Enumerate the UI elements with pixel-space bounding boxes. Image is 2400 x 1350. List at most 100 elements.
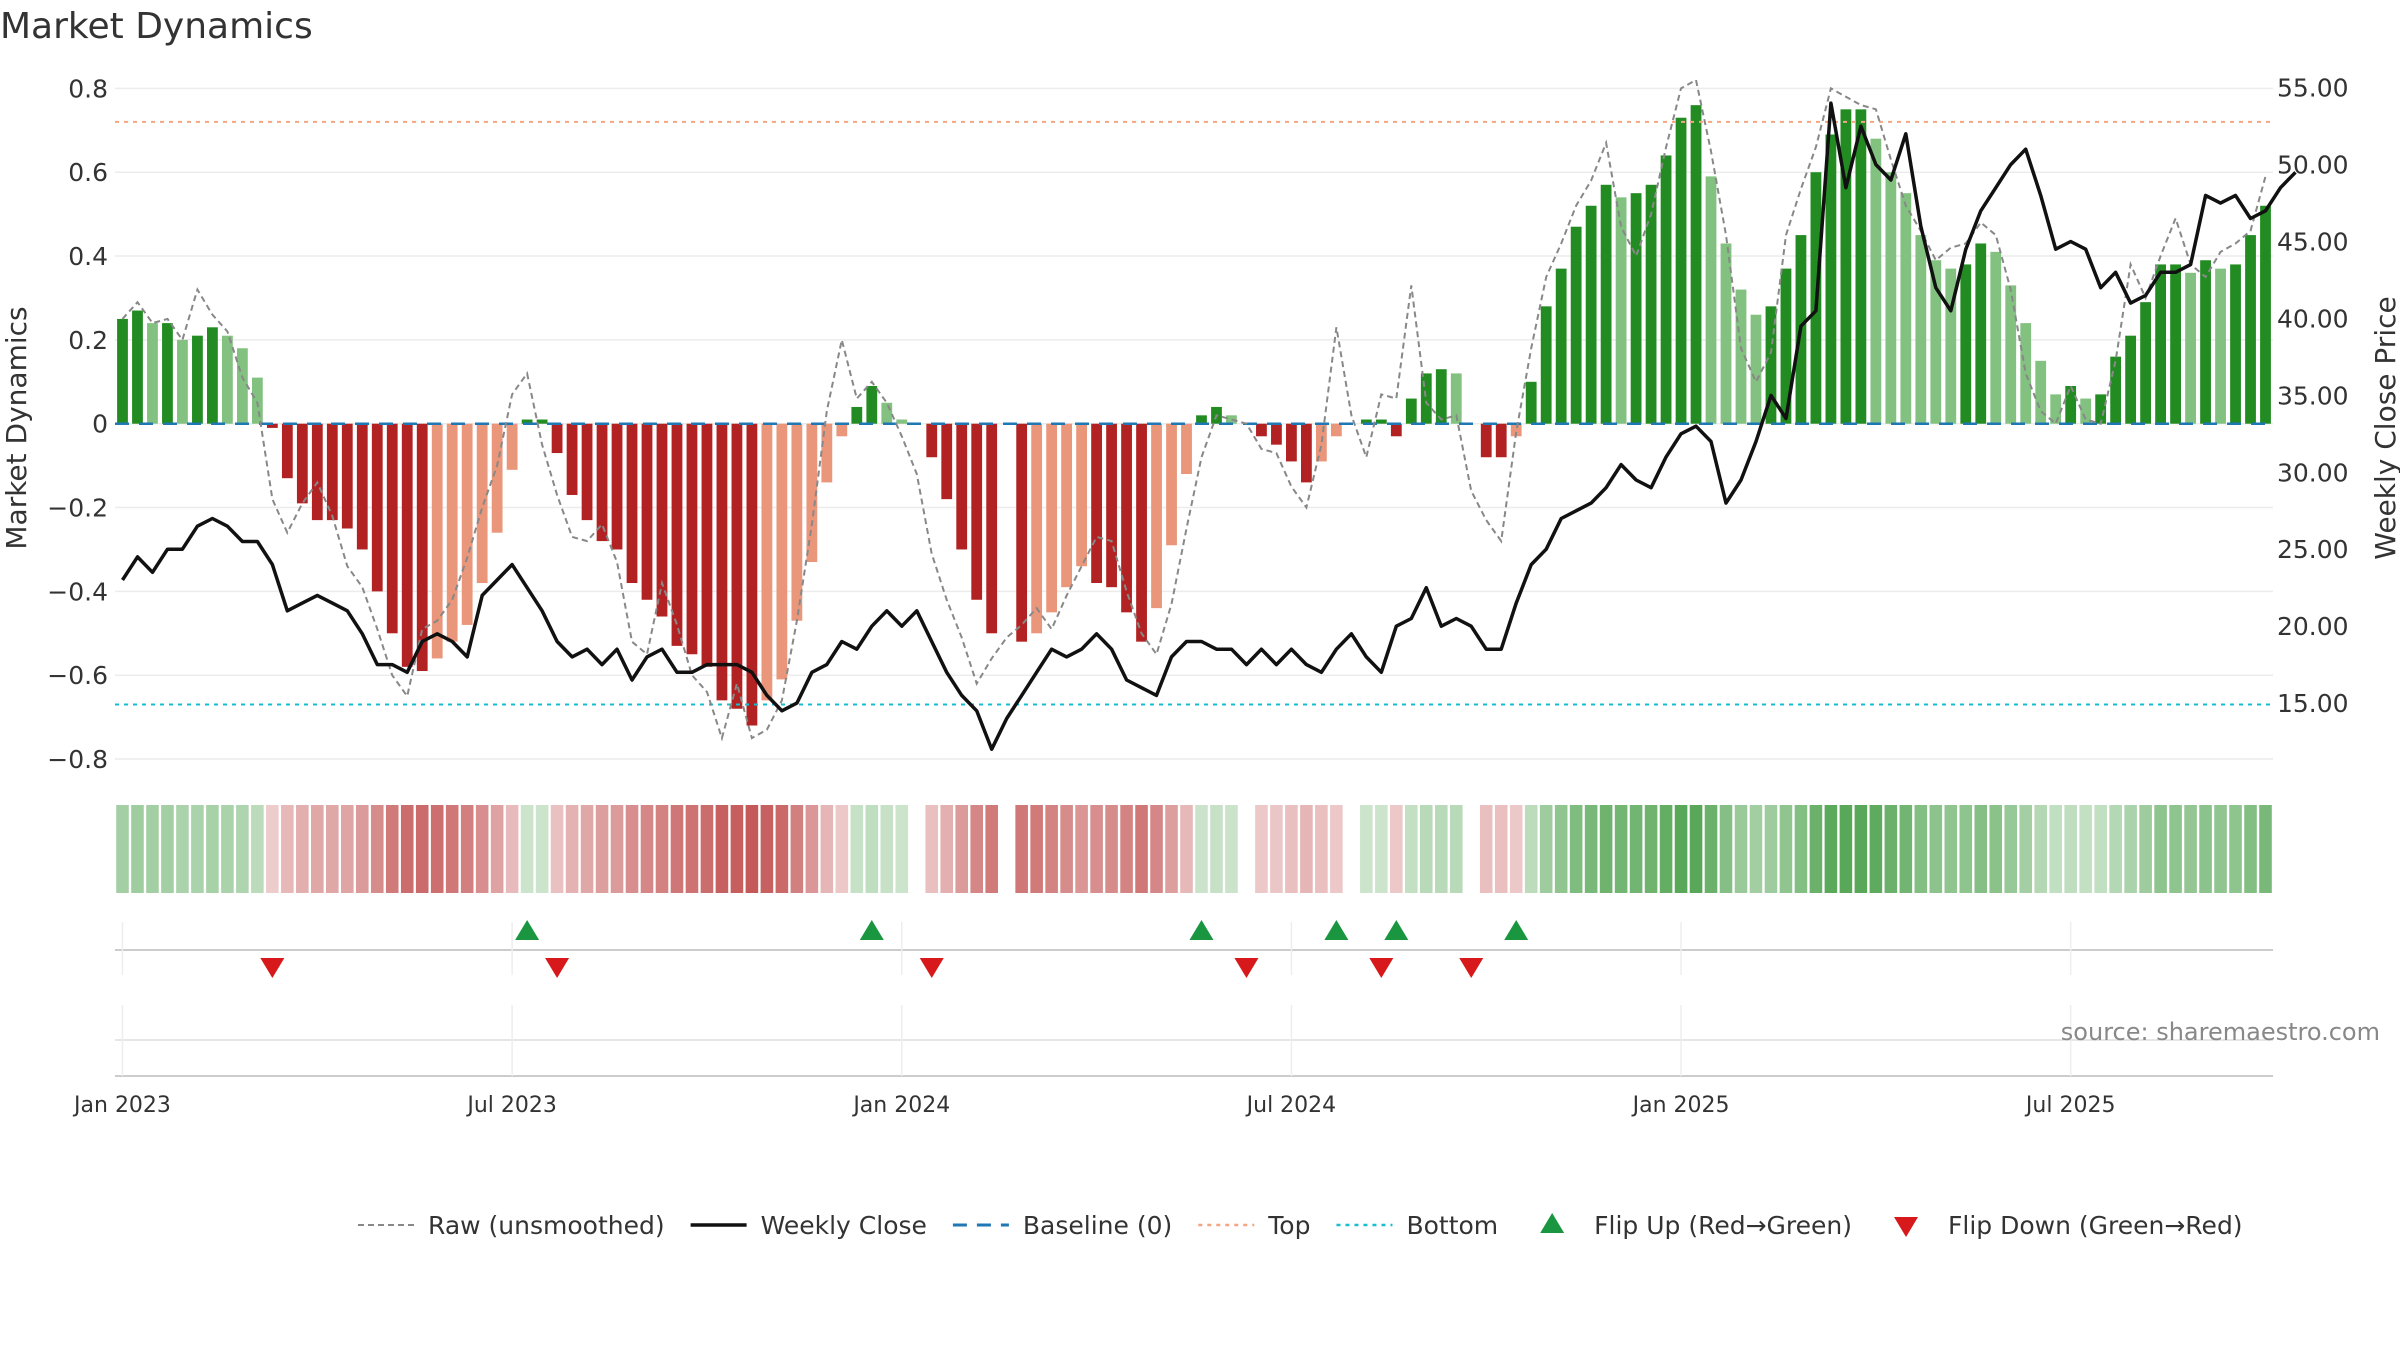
regime-cell	[430, 805, 444, 893]
regime-cell	[1390, 805, 1403, 893]
dynamics-bar	[881, 402, 893, 424]
regime-cell	[2049, 805, 2062, 893]
dynamics-bar	[1330, 423, 1342, 437]
dynamics-bar	[207, 327, 218, 424]
dynamics-bar	[2245, 235, 2256, 424]
regime-cell	[1090, 805, 1103, 893]
regime-cell	[1854, 805, 1868, 893]
dynamics-bar	[1016, 423, 1028, 642]
flip-up-marker	[1384, 920, 1409, 940]
dynamics-bar	[356, 423, 368, 550]
dynamics-bar	[266, 423, 278, 428]
legend-label: Flip Down (Green→Red)	[1948, 1211, 2243, 1240]
regime-cell	[1270, 805, 1283, 893]
x-tick-label: Jul 2025	[2024, 1093, 2116, 1118]
dynamics-bar	[1705, 176, 1717, 424]
y-axis-right-label: Weekly Close Price	[2369, 296, 2400, 559]
regime-cell	[1599, 805, 1613, 893]
flip-down-marker	[260, 958, 285, 978]
regime-cell	[985, 805, 998, 893]
regime-cell	[2154, 805, 2167, 893]
regime-cell	[1764, 805, 1778, 893]
dynamics-bar	[2170, 264, 2181, 424]
regime-cell	[1959, 805, 1973, 893]
regime-cell	[1045, 805, 1058, 893]
dynamics-bar	[1301, 423, 1312, 483]
dynamics-bar	[2155, 264, 2166, 424]
regime-cell	[460, 805, 474, 893]
flip-up-marker	[859, 920, 884, 940]
regime-cell	[1375, 805, 1388, 893]
regime-cell	[805, 805, 819, 893]
series-lines	[121, 78, 2297, 751]
dynamics-bar	[1930, 260, 1942, 424]
dynamics-bar	[222, 335, 233, 424]
regime-cell	[565, 805, 579, 893]
dynamics-bar	[2230, 264, 2241, 424]
dynamics-bar	[1196, 415, 1207, 424]
y-axis-left-label: Market Dynamics	[0, 306, 33, 549]
regime-cell	[340, 805, 354, 893]
dynamics-bar	[2020, 323, 2032, 424]
dynamics-bar	[147, 323, 158, 424]
regime-cell	[1449, 805, 1463, 893]
regime-cell	[1180, 805, 1193, 893]
regime-cell	[161, 805, 174, 893]
dynamics-bar	[941, 423, 953, 500]
dynamics-bar	[1076, 423, 1087, 567]
x-tick-label: Jan 2024	[851, 1093, 950, 1118]
dynamics-bar	[641, 423, 653, 600]
dynamics-bar	[1315, 423, 1327, 462]
dynamics-bar	[251, 377, 263, 424]
dynamics-bar	[281, 423, 293, 479]
regime-cell	[2199, 805, 2212, 893]
dynamics-bar	[1585, 205, 1597, 424]
regime-cell	[2064, 805, 2077, 893]
regime-cell	[1539, 805, 1553, 893]
dynamics-bar	[1271, 423, 1282, 445]
regime-cell	[1719, 805, 1733, 893]
dynamics-bar	[311, 423, 323, 521]
dynamics-bar	[1945, 268, 1957, 424]
regime-cell	[2004, 805, 2018, 893]
dynamics-bar	[626, 423, 638, 583]
left-tick-label: −0.8	[47, 745, 108, 774]
regime-cell	[1704, 805, 1718, 893]
dynamics-bar	[2185, 272, 2196, 424]
dynamics-bar	[1780, 268, 1792, 424]
regime-cell	[1869, 805, 1883, 893]
regime-cell	[955, 805, 969, 893]
right-tick-label: 40.00	[2277, 304, 2349, 333]
dynamics-bar	[776, 423, 788, 680]
dynamics-bar	[2140, 302, 2152, 424]
dynamics-bar	[2215, 268, 2226, 424]
dynamics-bar	[1660, 155, 1672, 424]
dynamics-bar	[1435, 369, 1447, 424]
regime-cell	[505, 805, 519, 893]
regime-cell	[880, 805, 894, 893]
regime-cell	[835, 805, 849, 893]
dynamics-bar	[1765, 306, 1777, 424]
dynamics-bar	[746, 423, 758, 726]
dynamics-bar	[1975, 243, 1987, 424]
dynamics-bar	[836, 423, 848, 437]
dynamics-bar	[1555, 268, 1567, 424]
dynamics-bar	[1600, 184, 1612, 424]
dynamics-bar	[866, 385, 878, 424]
regime-cell	[1360, 805, 1373, 893]
regime-cell	[1569, 805, 1583, 893]
regime-cell	[1135, 805, 1148, 893]
dynamics-bar	[2005, 285, 2017, 424]
dynamics-bar	[701, 423, 713, 667]
regime-cell	[520, 805, 534, 893]
regime-cell	[1914, 805, 1928, 893]
dynamics-bar	[401, 423, 413, 667]
regime-cell	[715, 805, 729, 893]
regime-cell	[2034, 805, 2048, 893]
dynamics-bar	[1151, 423, 1162, 609]
axis-labels: 0.8 0.6 0.4 0.2 0 −0.2 −0.4 −0.6 −0.8 55.00 50.00 4…	[47, 74, 2348, 774]
regime-cell	[1060, 805, 1073, 893]
dynamics-bar	[1375, 419, 1387, 424]
dynamics-bar	[476, 423, 488, 583]
